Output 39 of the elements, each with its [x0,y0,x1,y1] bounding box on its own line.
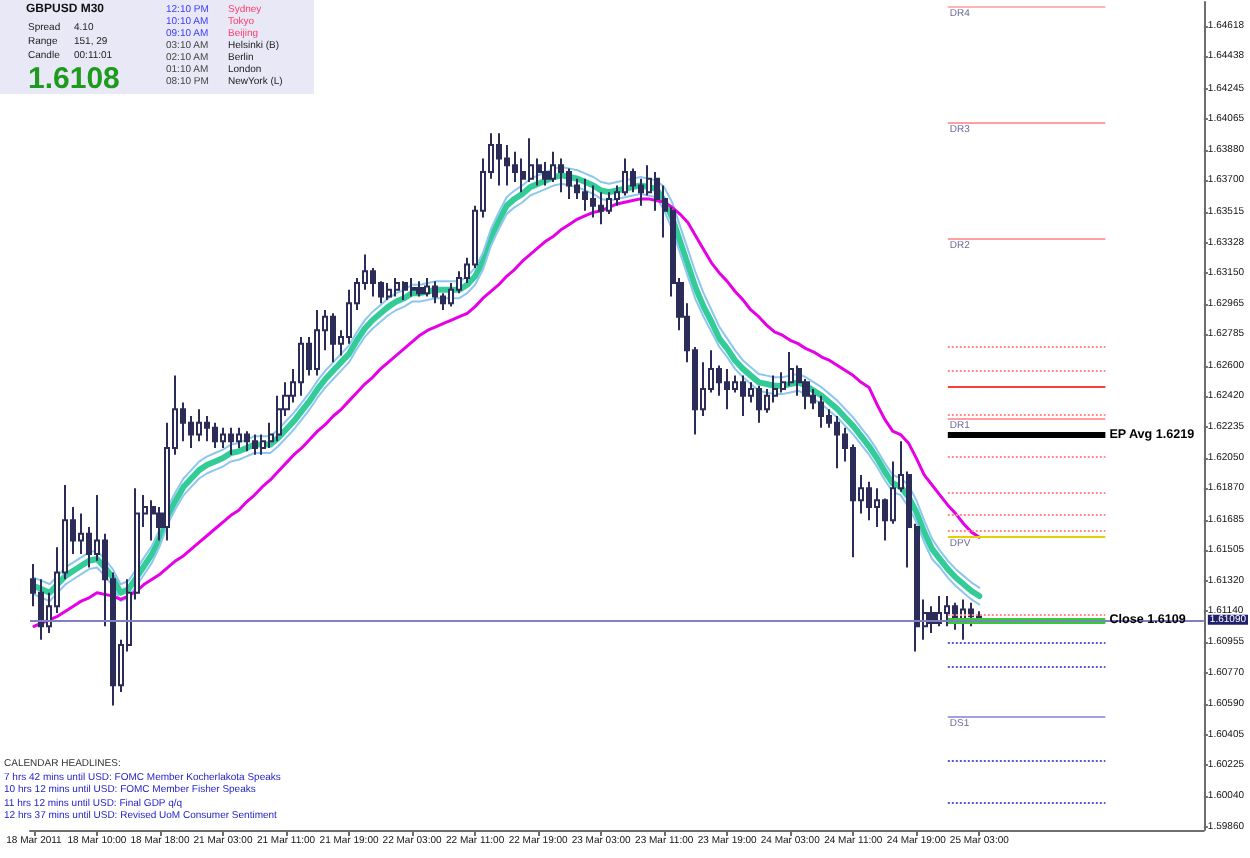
candlestick [512,150,518,184]
candlestick [298,335,304,397]
candlestick [496,132,502,187]
candlestick [542,160,550,187]
candlestick [410,277,416,298]
candlestick [252,433,258,456]
candlestick [196,408,202,443]
candlestick [740,374,746,417]
candlestick [834,415,840,470]
candlestick [866,480,872,522]
candlestick [598,191,604,226]
candlestick [724,367,730,411]
candlestick [402,280,408,301]
candlestick [424,277,430,298]
candlestick [236,426,242,449]
annotation: 1.6108 [28,61,120,95]
candlestick [212,421,218,449]
candlestick [936,595,942,628]
candlestick [204,415,210,443]
candlestick [244,430,250,453]
candlestick [590,184,596,219]
candlestick [394,277,400,298]
candlestick [150,499,156,542]
candlestick [582,177,588,212]
candlestick [416,280,424,298]
candlestick [330,312,336,364]
candlestick [566,167,572,200]
candlestick [756,384,762,424]
candlestick [220,426,226,449]
candlestick [606,191,612,216]
candlestick [386,282,392,301]
candlestick [818,394,824,429]
candlestick [528,137,534,184]
candlestick [228,426,234,456]
candlestick [550,150,556,184]
candlestick [558,157,564,194]
candlestick [314,308,320,377]
candlestick [432,280,438,305]
candlestick [944,595,950,628]
